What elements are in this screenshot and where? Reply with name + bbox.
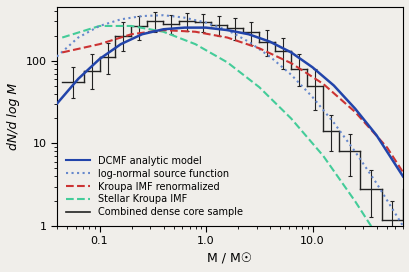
X-axis label: M / M☉: M / M☉ <box>207 252 252 265</box>
Y-axis label: dN/d log M: dN/d log M <box>7 83 20 150</box>
Legend: DCMF analytic model, log-normal source function, Kroupa IMF renormalized, Stella: DCMF analytic model, log-normal source f… <box>62 152 246 221</box>
